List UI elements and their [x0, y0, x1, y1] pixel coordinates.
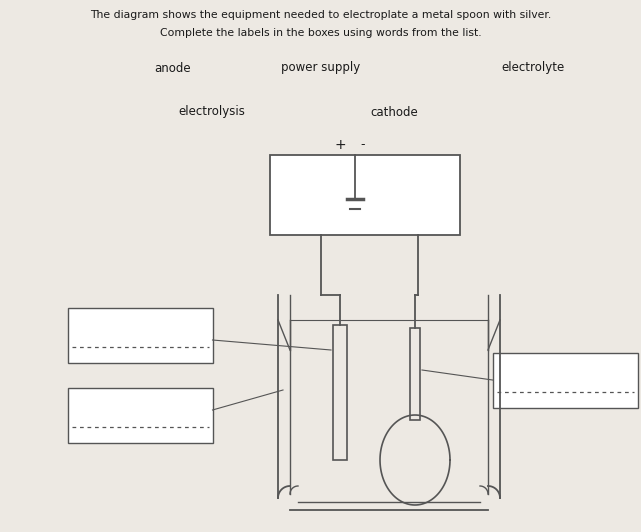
- Bar: [492, 353, 638, 408]
- Text: electrolysis: electrolysis: [179, 105, 246, 119]
- Text: +: +: [334, 138, 345, 152]
- Bar: [67, 387, 213, 443]
- Bar: [67, 307, 213, 362]
- Text: power supply: power supply: [281, 62, 361, 74]
- Text: -: -: [361, 138, 365, 152]
- Bar: [333, 325, 347, 460]
- Text: electrolyte: electrolyte: [501, 62, 565, 74]
- Text: cathode: cathode: [370, 105, 418, 119]
- Text: The diagram shows the equipment needed to electroplate a metal spoon with silver: The diagram shows the equipment needed t…: [90, 10, 552, 20]
- Bar: [410, 328, 420, 420]
- Text: Complete the labels in the boxes using words from the list.: Complete the labels in the boxes using w…: [160, 28, 482, 38]
- Text: anode: anode: [154, 62, 191, 74]
- Bar: [270, 155, 460, 235]
